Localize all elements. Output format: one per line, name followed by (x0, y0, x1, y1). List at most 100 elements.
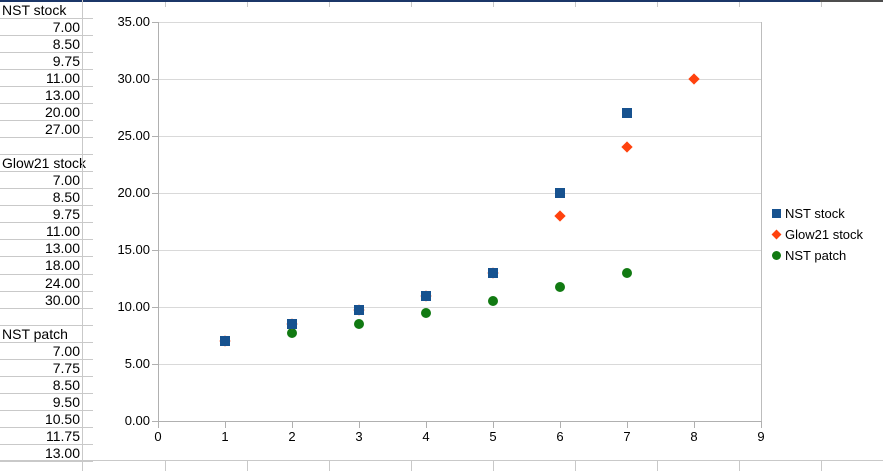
data-point-marker[interactable] (354, 304, 364, 315)
data-point-marker[interactable] (555, 282, 565, 293)
sheet-cell[interactable]: 30.00 (0, 292, 93, 309)
sheet-cell[interactable]: Glow21 stock (0, 155, 93, 173)
x-axis-tick (426, 421, 427, 428)
sheet-cell[interactable]: 9.50 (0, 394, 93, 411)
data-point-marker[interactable] (488, 267, 498, 278)
sheet-column-gridline (657, 2, 658, 7)
legend-label: Glow21 stock (785, 227, 864, 242)
sheet-column-gridline (329, 461, 330, 471)
data-point-marker[interactable] (622, 108, 632, 119)
legend-item[interactable]: NST stock (772, 203, 863, 224)
y-axis-label: 35.00 (117, 14, 150, 29)
chart-legend: NST stock Glow21 stock NST patch (771, 203, 864, 266)
sheet-cell[interactable]: 9.75 (0, 206, 93, 224)
data-point-marker[interactable] (488, 296, 498, 307)
data-point-marker[interactable] (354, 319, 364, 330)
y-axis-tick (152, 421, 159, 422)
sheet-column-a: NST stock 7.00 8.50 9.75 11.00 13.00 20.00 27.0… (0, 2, 93, 471)
window-edge-strip-right (820, 0, 883, 2)
x-axis-label: 5 (489, 429, 497, 444)
data-point-marker[interactable] (421, 307, 431, 318)
sheet-cell[interactable]: 8.50 (0, 377, 93, 394)
data-point-marker[interactable] (554, 210, 566, 222)
sheet-cell[interactable]: 13.00 (0, 87, 93, 105)
sheet-cell[interactable]: 7.00 (0, 343, 93, 360)
sheet-cell[interactable] (0, 138, 93, 156)
sheet-column-gridline (575, 2, 576, 7)
x-axis-label: 7 (623, 429, 631, 444)
y-axis-tick (152, 307, 159, 308)
sheet-column-gridline (821, 2, 822, 7)
x-axis-tick (560, 421, 561, 428)
chart-gridline (158, 250, 761, 251)
legend-item[interactable]: NST patch (772, 245, 863, 266)
sheet-cell[interactable]: 20.00 (0, 104, 93, 122)
data-point-marker[interactable] (287, 327, 297, 338)
sheet-column-gridline (247, 461, 248, 471)
sheet-cell[interactable]: 11.00 (0, 70, 93, 88)
x-axis-tick (359, 421, 360, 428)
legend-item[interactable]: Glow21 stock (771, 224, 864, 245)
chart-gridline (158, 79, 761, 80)
sheet-cell[interactable] (0, 309, 93, 326)
sheet-column-gridline (165, 2, 166, 7)
sheet-column-gridline (739, 461, 740, 471)
window-edge-strip (0, 0, 820, 2)
y-axis-tick (152, 250, 159, 251)
legend-label: NST patch (785, 248, 847, 263)
sheet-column-gridline (165, 461, 166, 471)
plot-right-border (761, 22, 762, 421)
chart-gridline (158, 364, 761, 365)
sheet-cell[interactable]: 7.00 (0, 172, 93, 190)
y-axis-label: 0.00 (124, 413, 150, 428)
sheet-cell[interactable] (0, 462, 93, 471)
sheet-cell[interactable]: 18.00 (0, 257, 93, 275)
y-axis-tick (152, 22, 159, 23)
y-axis-tick (152, 136, 159, 137)
data-point-marker[interactable] (555, 188, 565, 198)
x-axis-line (158, 421, 762, 422)
x-axis-label: 3 (355, 429, 363, 444)
sheet-cell[interactable]: 7.75 (0, 360, 93, 377)
sheet-cell[interactable]: 24.00 (0, 275, 93, 292)
sheet-column-border (82, 0, 83, 471)
data-point-marker[interactable] (622, 267, 632, 278)
x-axis-label: 8 (690, 429, 698, 444)
sheet-cell[interactable]: 9.75 (0, 53, 93, 71)
y-axis-label: 10.00 (117, 299, 150, 314)
x-axis-tick (292, 421, 293, 428)
x-axis-tick (694, 421, 695, 428)
sheet-cell[interactable]: 8.50 (0, 36, 93, 54)
sheet-cell[interactable]: 27.00 (0, 121, 93, 139)
data-point-marker[interactable] (421, 290, 431, 301)
chart-gridline (158, 136, 761, 137)
sheet-cell[interactable]: 11.75 (0, 428, 93, 445)
x-axis-tick (493, 421, 494, 428)
data-point-marker[interactable] (621, 141, 633, 154)
y-axis-tick (152, 79, 159, 80)
sheet-column-gridline (329, 2, 330, 7)
y-axis-label: 20.00 (117, 185, 150, 200)
embedded-scatter-chart[interactable]: NST stock Glow21 stock NST patch 0.00 5.00 1… (93, 7, 883, 459)
sheet-cell[interactable]: 11.00 (0, 223, 93, 241)
sheet-column-gridline (411, 461, 412, 471)
data-point-marker[interactable] (220, 336, 230, 347)
legend-marker-square-icon (772, 209, 781, 218)
sheet-column-gridline (575, 461, 576, 471)
sheet-cell[interactable]: NST stock (0, 2, 93, 20)
sheet-cell[interactable]: 13.00 (0, 445, 93, 462)
sheet-cell[interactable]: 13.00 (0, 240, 93, 258)
sheet-column-gridline (247, 2, 248, 7)
data-point-marker[interactable] (688, 73, 700, 85)
sheet-column-gridline (657, 461, 658, 471)
x-axis-tick (761, 421, 762, 428)
sheet-cell[interactable]: 7.00 (0, 19, 93, 37)
y-axis-tick (152, 193, 159, 194)
legend-marker-diamond-icon (771, 229, 782, 240)
sheet-cell[interactable]: 8.50 (0, 189, 93, 207)
y-axis-label: 5.00 (124, 356, 150, 371)
sheet-cell[interactable]: 10.50 (0, 411, 93, 428)
data-point-marker[interactable] (287, 319, 297, 330)
sheet-cell[interactable]: NST patch (0, 326, 93, 343)
